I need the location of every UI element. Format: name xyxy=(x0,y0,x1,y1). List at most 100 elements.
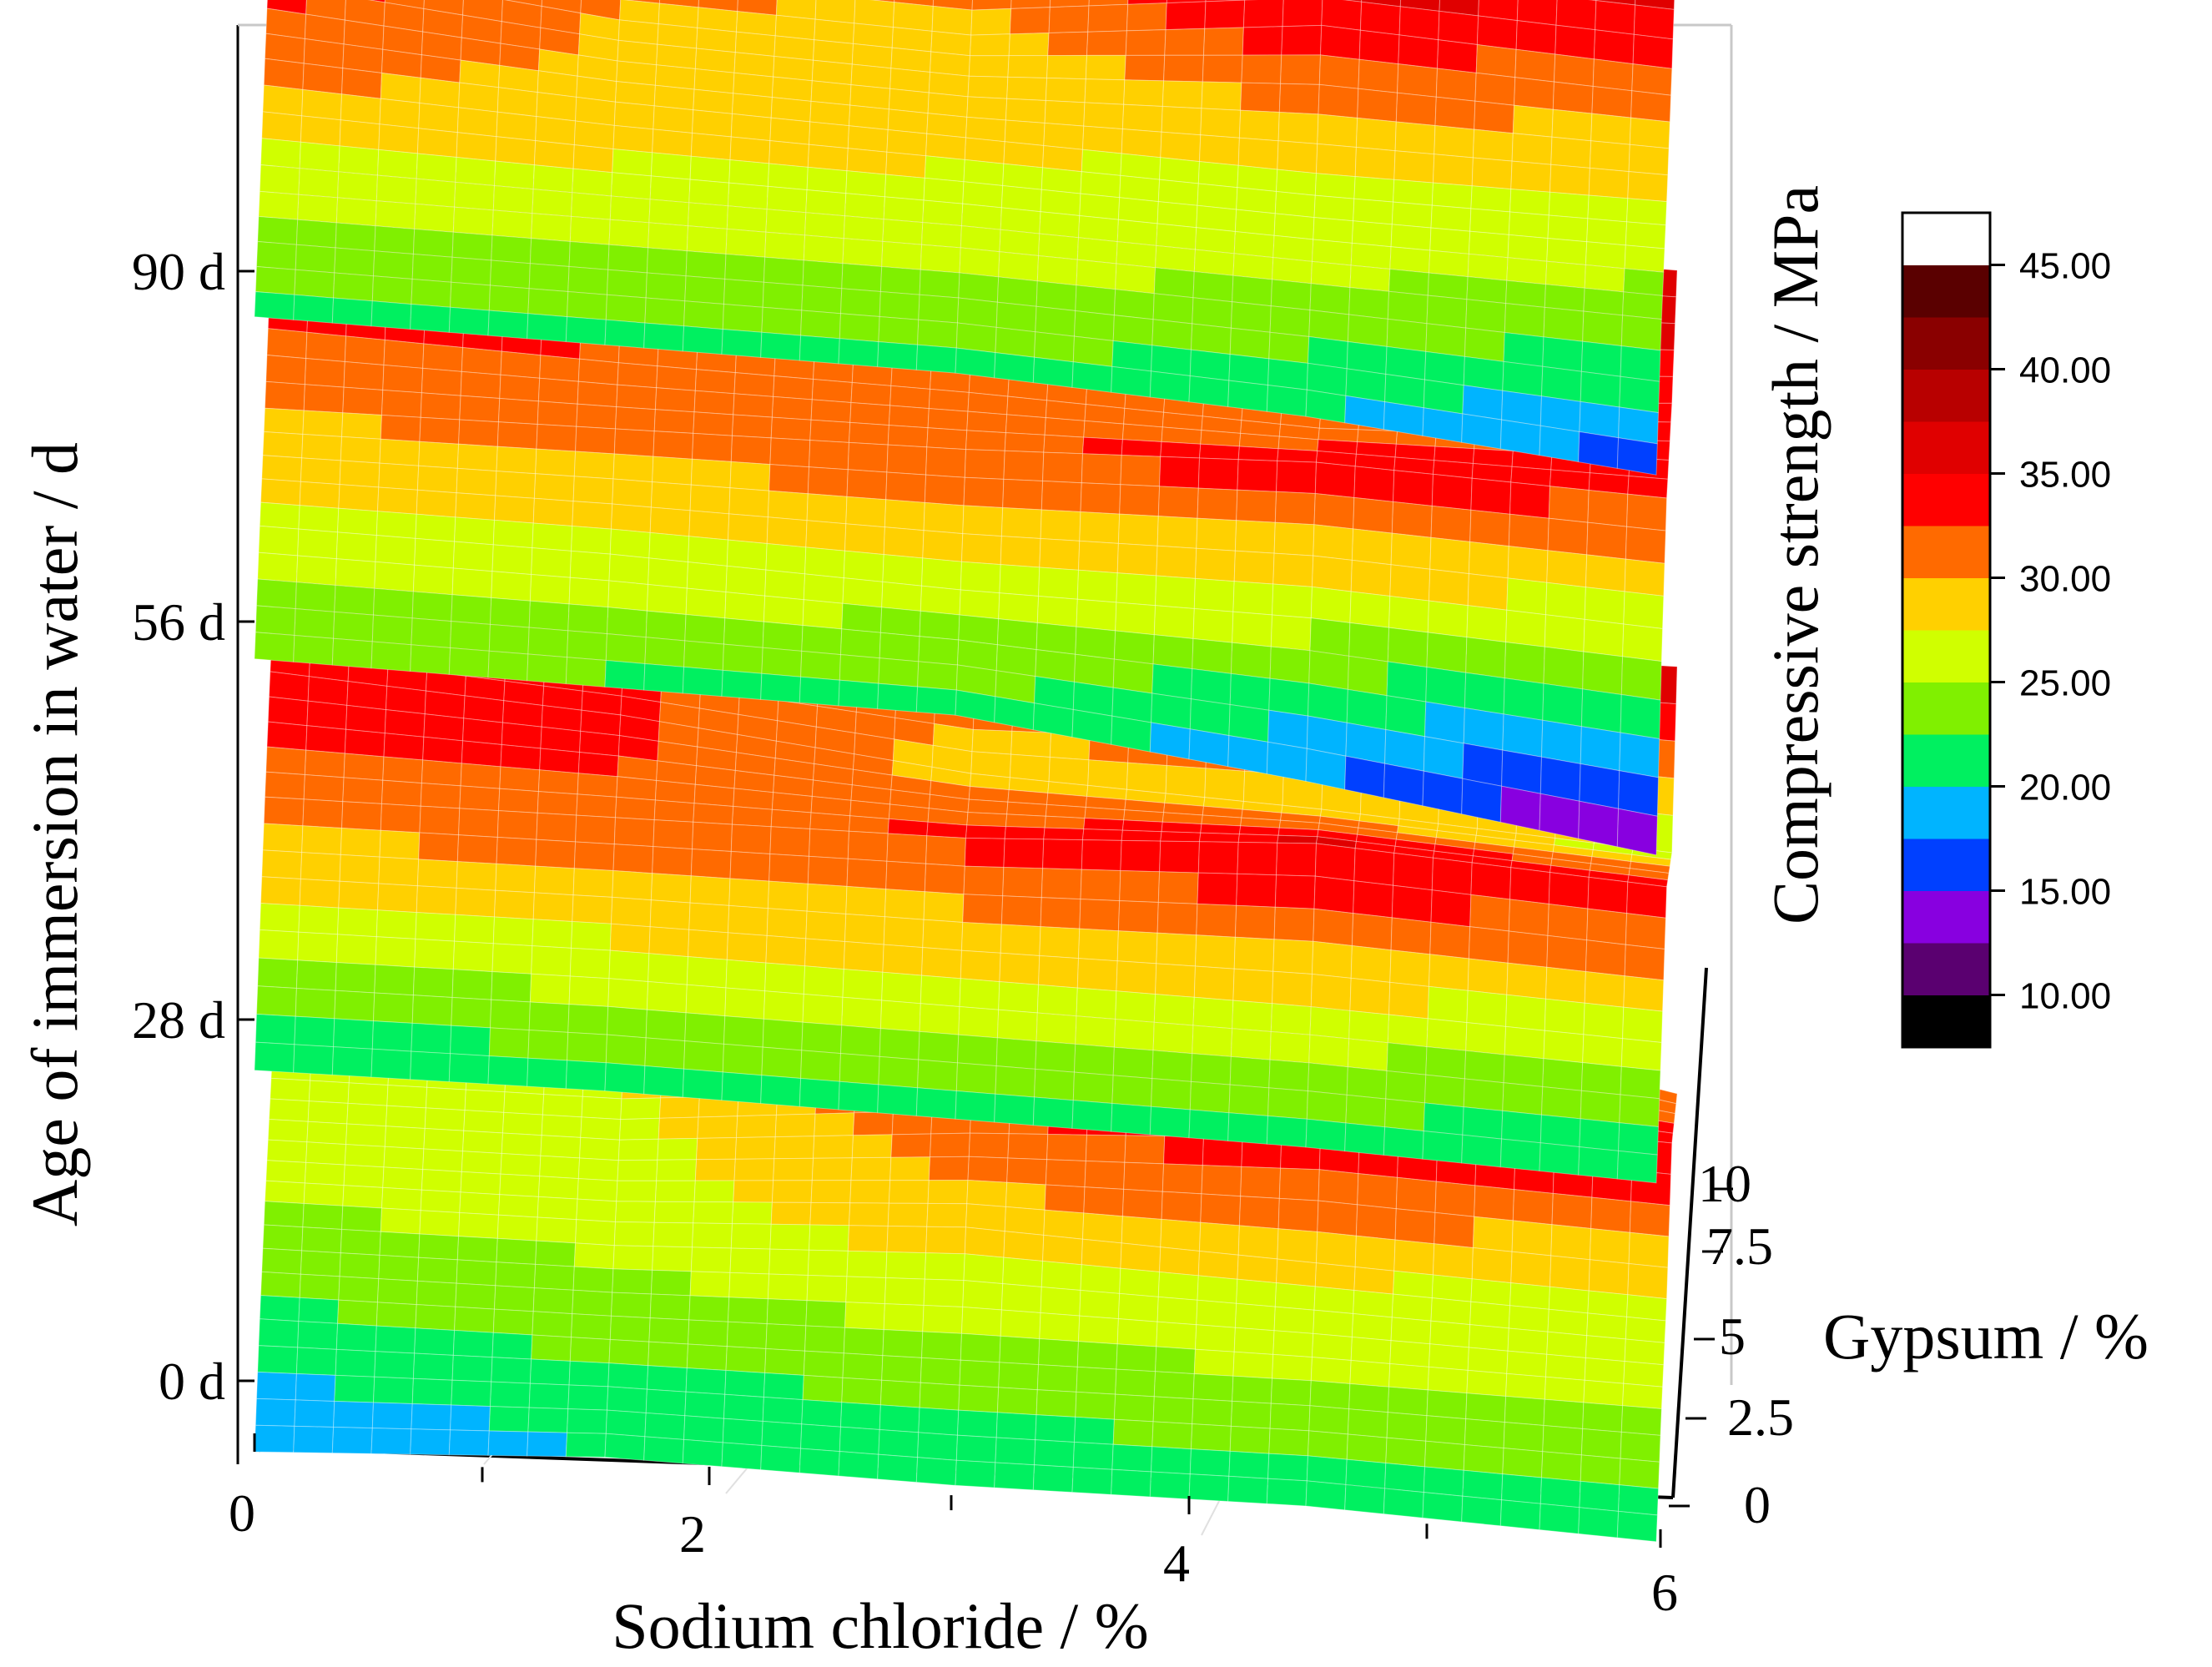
surface-cell xyxy=(962,505,1004,537)
surface-cell xyxy=(535,116,577,146)
surface-cell xyxy=(1549,164,1590,196)
surface-cell xyxy=(883,916,925,949)
surface-cell xyxy=(378,462,420,491)
surface-cell xyxy=(1583,287,1625,316)
surface-cell xyxy=(412,966,454,999)
surface-cell xyxy=(335,962,376,994)
surface-cell xyxy=(607,580,649,612)
surface-cell xyxy=(536,812,577,843)
surface-cell xyxy=(771,1180,813,1203)
surface-cell xyxy=(1463,1443,1504,1475)
surface-cell xyxy=(849,401,891,426)
surface-cell xyxy=(763,1372,804,1401)
surface-cell xyxy=(923,891,965,924)
surface-cell xyxy=(1201,81,1242,111)
surface-cell xyxy=(340,1228,381,1256)
surface-cell xyxy=(1032,356,1074,388)
surface-cell xyxy=(335,222,376,252)
surface-cell xyxy=(927,1179,969,1205)
surface-cell xyxy=(1436,39,1478,73)
surface-cell xyxy=(1463,1078,1504,1111)
surface-cell xyxy=(1076,259,1117,290)
surface-cell xyxy=(928,388,970,412)
surface-cell xyxy=(412,1352,454,1381)
surface-cell xyxy=(492,184,534,214)
surface-cell xyxy=(1464,327,1505,362)
surface-cell xyxy=(1625,221,1666,249)
surface-cell xyxy=(539,1155,581,1180)
surface-cell xyxy=(338,484,380,512)
surface-cell xyxy=(881,240,923,270)
surface-cell xyxy=(487,1430,529,1457)
surface-cell xyxy=(568,975,610,1007)
surface-cell xyxy=(537,400,578,427)
surface-cell xyxy=(1111,365,1152,398)
surface-cell xyxy=(1233,550,1275,585)
surface-cell xyxy=(1305,1480,1347,1511)
surface-cell xyxy=(1584,264,1625,293)
surface-cell xyxy=(1468,541,1509,579)
surface-cell xyxy=(257,551,299,583)
surface-cell xyxy=(380,1186,422,1211)
surface-cell xyxy=(649,175,691,204)
colorbar-band xyxy=(1902,526,1990,578)
surface-cell xyxy=(500,743,542,771)
surface-cell xyxy=(921,222,963,249)
surface-cell xyxy=(450,281,491,311)
surface-cell xyxy=(879,607,921,637)
surface-cell xyxy=(341,68,383,99)
surface-cell xyxy=(491,943,533,975)
surface-cell xyxy=(1077,928,1119,962)
surface-cell xyxy=(996,1387,1038,1416)
surface-cell xyxy=(727,904,768,936)
surface-cell xyxy=(958,1005,1000,1039)
surface-cell xyxy=(294,1015,335,1048)
surface-cell xyxy=(528,1001,570,1033)
surface-cell xyxy=(842,1352,884,1381)
surface-cell xyxy=(1550,136,1592,169)
surface-cell xyxy=(960,949,1001,983)
surface-cell xyxy=(1427,1366,1469,1394)
surface-cell xyxy=(459,785,501,812)
surface-cell xyxy=(1040,480,1082,513)
surface-cell xyxy=(1034,331,1076,363)
surface-cell xyxy=(762,281,804,311)
surface-cell xyxy=(420,1189,461,1214)
colorbar-band xyxy=(1902,577,1990,631)
surface-cell xyxy=(1119,484,1161,517)
surface-cell xyxy=(300,457,341,486)
surface-cell xyxy=(531,547,572,578)
surface-cell xyxy=(304,358,345,388)
surface-cell xyxy=(1193,1348,1235,1377)
surface-cell xyxy=(262,1224,304,1252)
surface-cell xyxy=(1319,24,1361,60)
surface-cell xyxy=(1499,419,1541,456)
surface-cell xyxy=(1117,513,1159,546)
surface-cell xyxy=(460,370,501,400)
surface-cell xyxy=(995,1065,1036,1098)
surface-cell xyxy=(527,1057,568,1090)
surface-cell xyxy=(1270,279,1312,311)
surface-cell xyxy=(334,247,375,277)
surface-cell xyxy=(1161,1191,1202,1223)
surface-cell xyxy=(877,1453,919,1483)
surface-cell xyxy=(380,1207,421,1235)
surface-cell xyxy=(1358,58,1399,93)
surface-cell xyxy=(501,722,542,749)
surface-cell xyxy=(379,98,421,129)
surface-cell xyxy=(456,107,498,138)
surface-cell xyxy=(656,1159,698,1181)
surface-cell xyxy=(620,1097,662,1121)
surface-cell xyxy=(1548,872,1590,909)
surface-cell xyxy=(923,177,965,204)
surface-cell xyxy=(411,1022,452,1055)
surface-cell xyxy=(722,303,763,333)
surface-cell xyxy=(1197,872,1238,906)
surface-cell xyxy=(1354,1235,1396,1272)
surface-cell xyxy=(1116,572,1157,607)
surface-cell xyxy=(761,1420,803,1449)
surface-cell xyxy=(1393,470,1434,506)
surface-cell xyxy=(806,493,848,525)
surface-cell xyxy=(1115,1368,1156,1398)
surface-cell xyxy=(1466,990,1508,1027)
